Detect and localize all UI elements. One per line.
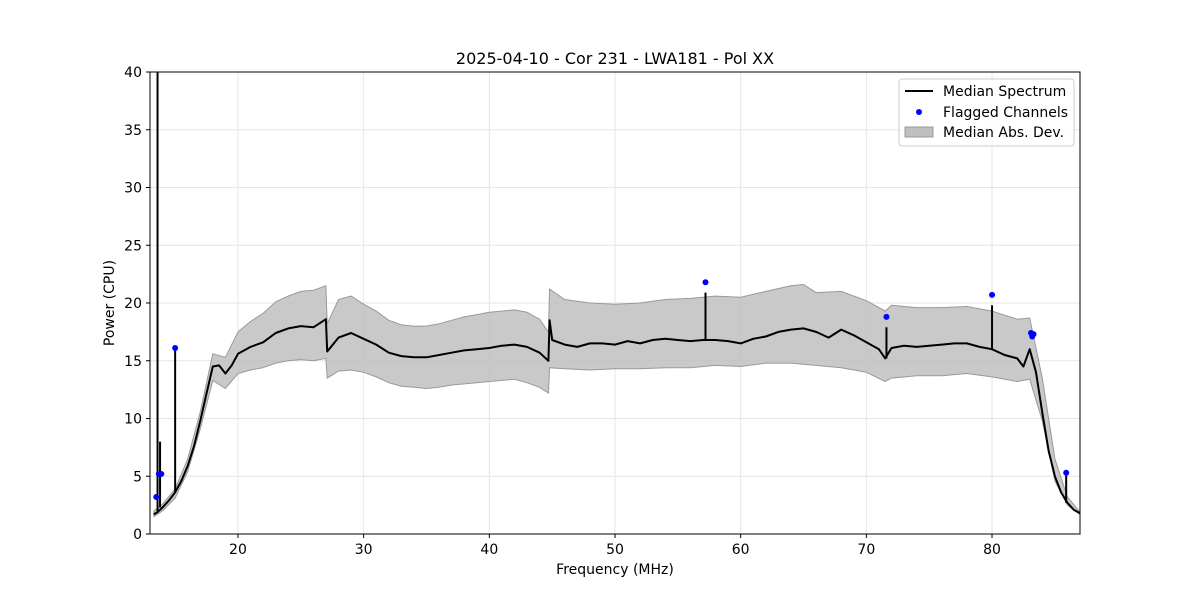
y-tick-label: 40 xyxy=(124,65,142,81)
y-axis-label: Power (CPU) xyxy=(102,260,118,346)
y-tick-label: 15 xyxy=(124,354,142,370)
flagged-point xyxy=(1030,331,1037,338)
y-tick-label: 35 xyxy=(124,123,142,139)
chart-title: 2025-04-10 - Cor 231 - LWA181 - Pol XX xyxy=(456,49,774,68)
flagged-points-layer xyxy=(153,279,1070,501)
y-tick-label: 0 xyxy=(133,527,142,543)
legend-label-median: Median Spectrum xyxy=(943,84,1066,100)
y-tick-label: 5 xyxy=(133,469,142,485)
legend: Median Spectrum Flagged Channels Median … xyxy=(898,78,1075,147)
y-tick-label: 25 xyxy=(124,238,142,254)
flagged-point xyxy=(158,470,165,477)
flagged-point xyxy=(153,494,160,501)
x-tick-label: 50 xyxy=(606,542,624,558)
flagged-point xyxy=(883,313,890,320)
x-tick-label: 70 xyxy=(857,542,875,558)
x-tick-label: 80 xyxy=(983,542,1001,558)
legend-label-flagged: Flagged Channels xyxy=(943,105,1068,121)
median-spectrum-line xyxy=(153,318,1081,516)
y-tick-label: 30 xyxy=(124,181,142,197)
x-tick-label: 60 xyxy=(732,542,750,558)
flagged-point xyxy=(702,279,709,286)
x-tick-label: 30 xyxy=(355,542,373,558)
x-axis-label: Frequency (MHz) xyxy=(556,562,674,578)
x-tick-label: 40 xyxy=(480,542,498,558)
flagged-point xyxy=(172,345,179,352)
legend-dot-swatch xyxy=(916,109,922,115)
flagged-point xyxy=(989,291,996,298)
x-tick-label: 20 xyxy=(229,542,247,558)
axis-ticks: 20 30 40 50 60 70 80 0 5 10 15 20 25 30 35 40 xyxy=(124,65,1001,558)
legend-band-swatch xyxy=(904,126,934,138)
legend-label-mad: Median Abs. Dev. xyxy=(943,125,1064,141)
flagged-point xyxy=(1063,469,1070,476)
y-tick-label: 10 xyxy=(124,412,142,428)
y-tick-label: 20 xyxy=(124,296,142,312)
legend-box xyxy=(898,78,1075,147)
